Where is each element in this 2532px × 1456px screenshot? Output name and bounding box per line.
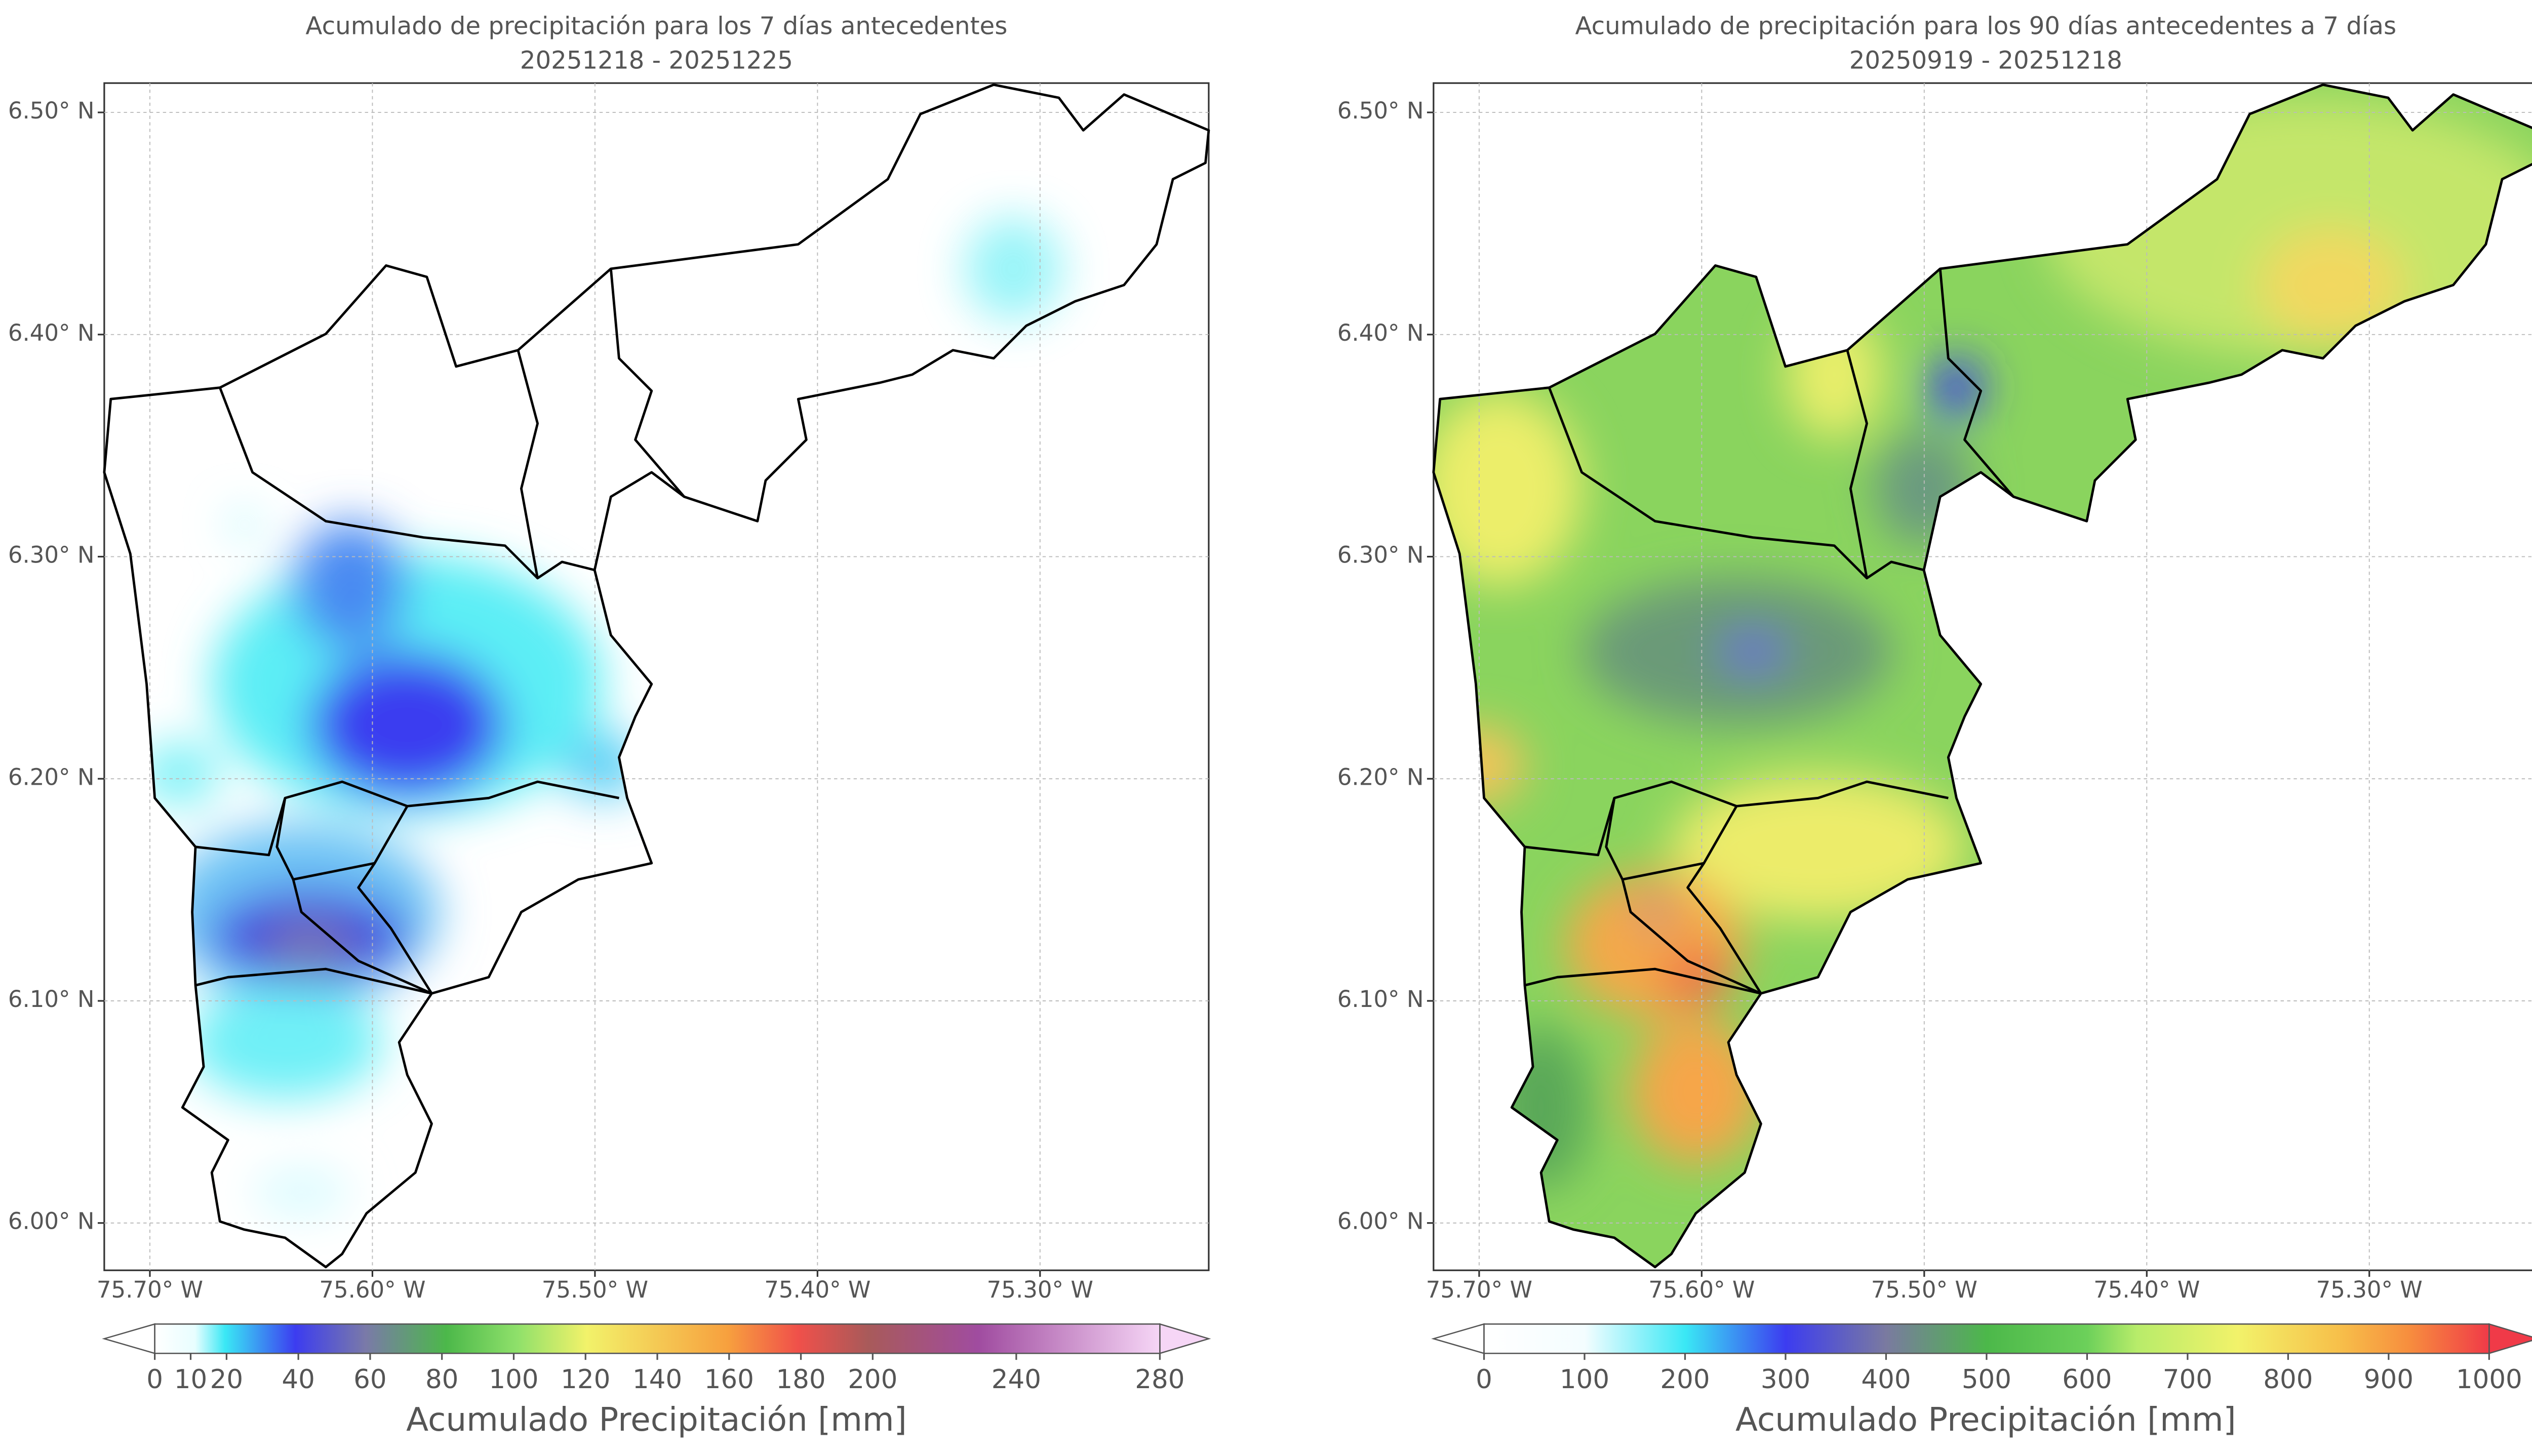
x-tick-label: 75.70° W xyxy=(97,1276,203,1303)
y-tick-label: 6.10° N xyxy=(1337,986,1424,1013)
x-tick-label: 75.50° W xyxy=(542,1276,648,1303)
x-tick-label: 75.60° W xyxy=(1648,1276,1755,1303)
colorbar-tick-label: 180 xyxy=(776,1364,825,1395)
colorbar-tick-label: 120 xyxy=(561,1364,610,1395)
colorbar xyxy=(154,1323,1161,1354)
frame-left xyxy=(103,82,1210,1271)
colorbar-tick-label: 700 xyxy=(2163,1364,2212,1395)
precip-field xyxy=(138,511,644,1215)
colorbar-tick-label: 200 xyxy=(1660,1364,1710,1395)
y-tick-label: 6.50° N xyxy=(1337,97,1424,124)
colorbar-tick-label: 140 xyxy=(632,1364,682,1395)
y-tick-label: 6.00° N xyxy=(8,1208,95,1235)
y-tick-label: 6.00° N xyxy=(1337,1208,1424,1235)
colorbar-extend xyxy=(1431,1323,1485,1354)
colorbar-label: Acumulado Precipitación [mm] xyxy=(406,1401,907,1439)
colorbar-tick-label: 400 xyxy=(1861,1364,1911,1395)
colorbar-tick-label: 500 xyxy=(1962,1364,2011,1395)
colorbar-tick-label: 10 xyxy=(174,1364,207,1395)
y-tick-label: 6.30° N xyxy=(1337,542,1424,569)
x-tick-label: 75.60° W xyxy=(319,1276,425,1303)
colorbar-tick-label: 20 xyxy=(210,1364,243,1395)
colorbar-extend xyxy=(2488,1323,2532,1354)
colorbar-tick-label: 300 xyxy=(1761,1364,1810,1395)
x-tick-label: 75.70° W xyxy=(1426,1276,1532,1303)
colorbar-tick-label: 80 xyxy=(425,1364,458,1395)
y-tick-label: 6.40° N xyxy=(1337,319,1424,346)
colorbar-tick-label: 100 xyxy=(1560,1364,1609,1395)
colorbar-tick-label: 1000 xyxy=(2456,1364,2522,1395)
colorbar-tick-label: 60 xyxy=(353,1364,386,1395)
colorbar-tick-label: 900 xyxy=(2364,1364,2414,1395)
precip-field xyxy=(964,216,1062,321)
colorbar xyxy=(1483,1323,2490,1354)
colorbar-tick-label: 160 xyxy=(704,1364,754,1395)
colorbar-extend xyxy=(102,1323,155,1354)
map-title: Acumulado de precipitación para los 90 d… xyxy=(1575,12,2397,41)
x-tick-label: 75.50° W xyxy=(1871,1276,1977,1303)
colorbar-tick-label: 800 xyxy=(2263,1364,2313,1395)
colorbar-tick-label: 240 xyxy=(992,1364,1041,1395)
map-subtitle: 20250919 - 20251218 xyxy=(1849,46,2122,74)
y-tick-label: 6.10° N xyxy=(8,986,95,1013)
precip-field xyxy=(1433,85,2532,1267)
y-tick-label: 6.20° N xyxy=(8,763,95,790)
colorbar-tick-label: 40 xyxy=(282,1364,314,1395)
x-tick-label: 75.30° W xyxy=(2316,1276,2423,1303)
colorbar-tick-label: 600 xyxy=(2062,1364,2112,1395)
map-subtitle: 20251218 - 20251225 xyxy=(520,46,793,74)
frame-right xyxy=(1433,82,2532,1271)
colorbar-tick-label: 0 xyxy=(146,1364,163,1395)
colorbar-tick-label: 100 xyxy=(489,1364,538,1395)
y-tick-label: 6.20° N xyxy=(1337,763,1424,790)
colorbar-tick-label: 280 xyxy=(1135,1364,1184,1395)
x-tick-label: 75.40° W xyxy=(2093,1276,2200,1303)
x-tick-label: 75.30° W xyxy=(987,1276,1093,1303)
colorbar-tick-label: 0 xyxy=(1476,1364,1492,1395)
x-tick-label: 75.40° W xyxy=(764,1276,871,1303)
colorbar-extend xyxy=(1159,1323,1211,1354)
y-tick-label: 6.50° N xyxy=(8,97,95,124)
colorbar-label: Acumulado Precipitación [mm] xyxy=(1735,1401,2236,1439)
map-title: Acumulado de precipitación para los 7 dí… xyxy=(305,12,1007,41)
colorbar-tick-label: 200 xyxy=(848,1364,897,1395)
y-tick-label: 6.30° N xyxy=(8,542,95,569)
y-tick-label: 6.40° N xyxy=(8,319,95,346)
